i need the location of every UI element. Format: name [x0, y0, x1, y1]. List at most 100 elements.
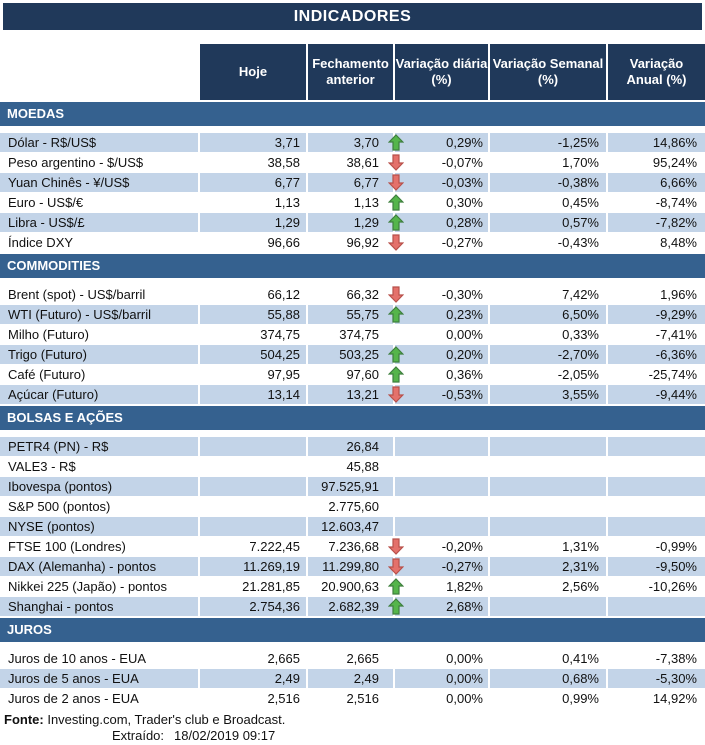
- cell-variacao-semanal: 6,50%: [490, 305, 608, 324]
- table-row-dolar-r-us: Dólar - R$/US$ 3,71 3,70 0,29% -1,25% 14,86%: [0, 133, 705, 153]
- cell-label: Açúcar (Futuro): [0, 385, 200, 404]
- section-header-moedas: MOEDAS: [0, 102, 705, 126]
- cell-variacao-diaria: -0,27%: [387, 557, 490, 576]
- cell-variacao-diaria: 0,00%: [395, 669, 490, 688]
- cell-variacao-anual: 14,86%: [608, 133, 705, 152]
- arrow-down-icon: [387, 234, 405, 251]
- cell-hoje: 7.222,45: [249, 539, 300, 554]
- cell-variacao-semanal: [490, 597, 608, 616]
- cell-variacao-semanal: 1,31%: [562, 539, 599, 554]
- column-header-text: Hoje: [238, 64, 268, 79]
- table-row-euro-us: Euro - US$/€ 1,13 1,13 0,30% 0,45% -8,74%: [0, 193, 705, 213]
- cell-hoje: 13,14: [200, 385, 308, 404]
- cell-variacao-diaria: -0,03%: [387, 173, 490, 192]
- table-row-milho-futuro: Milho (Futuro) 374,75 374,75 0,00% 0,33% -7,4…: [0, 325, 705, 345]
- cell-variacao-diaria: 0,00%: [395, 649, 490, 668]
- table-row-vale3-r: VALE3 - R$ 45,88: [0, 457, 705, 477]
- cell-fechamento: 7.236,68: [328, 539, 379, 554]
- variacao-diaria-value: -0,27%: [441, 559, 483, 574]
- arrow-down-icon: [387, 174, 405, 191]
- variacao-diaria-value: 1,82%: [446, 579, 483, 594]
- source-label: Fonte:: [4, 712, 44, 727]
- cell-fechamento: 97,60: [346, 367, 379, 382]
- cell-hoje: 2,49: [200, 669, 308, 688]
- cell-variacao-semanal: -2,70%: [490, 345, 608, 364]
- extracted-label: Extraído:: [112, 728, 165, 743]
- cell-fechamento: 1,13: [353, 195, 379, 210]
- cell-variacao-anual: -7,82%: [608, 213, 705, 232]
- variacao-diaria-value: -0,20%: [441, 539, 483, 554]
- cell-hoje: 55,88: [200, 305, 308, 324]
- cell-variacao-diaria: [395, 497, 490, 516]
- cell-variacao-anual: -25,74%: [648, 367, 697, 382]
- cell-hoje: 38,58: [267, 155, 300, 170]
- cell-variacao-semanal: 0,45%: [562, 195, 599, 210]
- cell-hoje: 21.281,85: [242, 579, 300, 594]
- cell-variacao-diaria: 0,00%: [395, 325, 490, 344]
- cell-variacao-anual: 8,48%: [660, 235, 697, 250]
- cell-hoje: 2,665: [267, 651, 300, 666]
- table-row-petr4-pn-r: PETR4 (PN) - R$ 26,84: [0, 437, 705, 457]
- cell-variacao-anual: -0,99%: [655, 539, 697, 554]
- cell-variacao-anual: -9,44%: [608, 385, 705, 404]
- cell-hoje: 1,13: [274, 195, 300, 210]
- table-row-indice-dxy: Índice DXY 96,66 96,92 -0,27% -0,43% 8,48%: [0, 233, 705, 253]
- cell-variacao-diaria: [395, 477, 490, 496]
- extracted-line: Extraído: 18/02/2019 09:17: [0, 728, 705, 744]
- cell-variacao-semanal: [490, 437, 608, 456]
- cell-variacao-semanal: -2,05%: [557, 367, 599, 382]
- cell-label: WTI (Futuro) - US$/barril: [0, 305, 200, 324]
- cell-hoje: [200, 457, 308, 476]
- cell-variacao-anual: -5,30%: [608, 669, 705, 688]
- section-header-bolsas-e-acoes: BOLSAS E AÇÕES: [0, 406, 705, 430]
- cell-fechamento: 1,29: [308, 213, 395, 232]
- column-header-diaria: Variação diária (%): [395, 44, 490, 100]
- section-header-commodities: COMMODITIES: [0, 254, 705, 278]
- cell-hoje: 3,71: [200, 133, 308, 152]
- cell-fechamento: 2.682,39: [308, 597, 395, 616]
- cell-variacao-anual: [608, 437, 705, 456]
- cell-fechamento: 503,25: [308, 345, 395, 364]
- cell-variacao-anual: 95,24%: [652, 155, 697, 170]
- cell-hoje: 374,75: [260, 327, 300, 342]
- cell-variacao-diaria: 0,28%: [387, 213, 490, 232]
- cell-fechamento: 2,49: [308, 669, 395, 688]
- source-text: Investing.com, Trader's club e Broadcast…: [47, 712, 286, 727]
- table-row-brent-spot-us-barril: Brent (spot) - US$/barril 66,12 66,32 -0,30…: [0, 285, 705, 305]
- cell-variacao-anual: -10,26%: [648, 579, 697, 594]
- table-row-nyse-pontos: NYSE (pontos) 12.603,47: [0, 517, 705, 537]
- cell-fechamento: 12.603,47: [308, 517, 395, 536]
- indicators-table: MOEDAS Dólar - R$/US$ 3,71 3,70 0,29% -1,25% 1…: [0, 102, 705, 709]
- cell-variacao-anual: [608, 457, 705, 476]
- cell-label: DAX (Alemanha) - pontos: [0, 557, 200, 576]
- table-row-juros-de-5-anos-eua: Juros de 5 anos - EUA 2,49 2,49 0,00% 0,68% -…: [0, 669, 705, 689]
- table-row-yuan-chines-us: Yuan Chinês - ¥/US$ 6,77 6,77 -0,03% -0,38% 6…: [0, 173, 705, 193]
- table-row-juros-de-10-anos-eua: Juros de 10 anos - EUA 2,665 2,665 0,00% 0,4…: [0, 649, 705, 669]
- cell-label: Brent (spot) - US$/barril: [8, 287, 146, 302]
- cell-fechamento: 38,61: [346, 155, 379, 170]
- table-row-shanghai-pontos: Shanghai - pontos 2.754,36 2.682,39 2,68%: [0, 597, 705, 617]
- cell-variacao-semanal: 3,55%: [490, 385, 608, 404]
- cell-fechamento: 55,75: [308, 305, 395, 324]
- footer: Fonte: Investing.com, Trader's club e Br…: [0, 712, 705, 744]
- cell-label: Dólar - R$/US$: [0, 133, 200, 152]
- cell-variacao-semanal: -0,38%: [490, 173, 608, 192]
- arrow-up-icon: [387, 194, 405, 211]
- cell-label: Índice DXY: [8, 235, 74, 250]
- cell-label: S&P 500 (pontos): [8, 499, 111, 514]
- variacao-diaria-value: 0,29%: [446, 135, 483, 150]
- cell-fechamento: 6,77: [308, 173, 395, 192]
- table-row-ibovespa-pontos: Ibovespa (pontos) 97.525,91: [0, 477, 705, 497]
- cell-variacao-semanal: 0,99%: [562, 691, 599, 706]
- section-header-juros: JUROS: [0, 618, 705, 642]
- cell-variacao-semanal: [490, 497, 608, 516]
- arrow-down-icon: [387, 558, 405, 575]
- cell-label: Trigo (Futuro): [0, 345, 200, 364]
- cell-variacao-diaria: 0,20%: [387, 345, 490, 364]
- cell-variacao-semanal: 2,56%: [562, 579, 599, 594]
- cell-hoje: [200, 437, 308, 456]
- cell-variacao-diaria: 0,30%: [387, 193, 490, 212]
- cell-variacao-diaria: 0,29%: [387, 133, 490, 152]
- column-header-text: (%): [537, 72, 559, 87]
- cell-fechamento: 2,665: [346, 651, 379, 666]
